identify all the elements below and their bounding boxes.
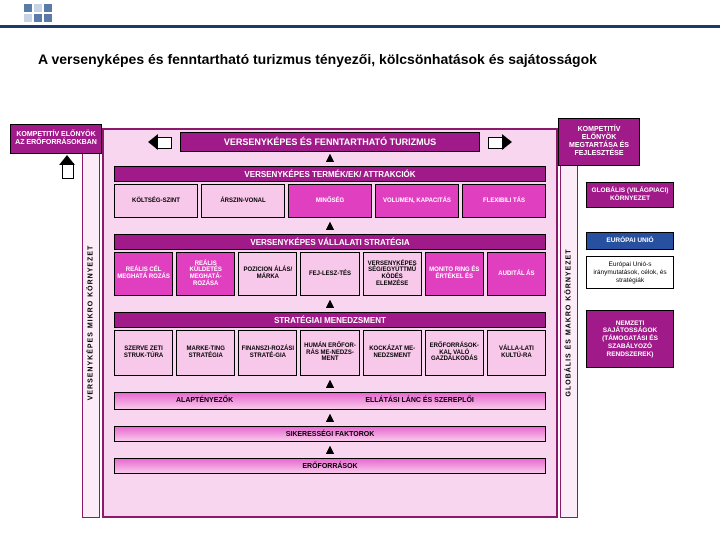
band-resources: ERŐFORRÁSOK — [114, 458, 546, 474]
cell: VOLUMEN, KAPACITÁS — [375, 184, 459, 218]
top-right-box: KOMPETITÍV ELŐNYÖK MEGTARTÁSA ÉS FEJLESZ… — [558, 118, 640, 166]
diagram: VERSENYKÉPES MIKRO KÖRNYEZET GLOBÁLIS ÉS… — [38, 128, 678, 518]
band-management: STRATÉGIAI MENEDZSMENT — [114, 312, 546, 328]
cell: FEJ-LESZ-TÉS — [300, 252, 359, 296]
cell: VERSENYKÉPES SÉG/EGYÜTTMŰ KÖDÉS ELEMZÉSE — [363, 252, 422, 296]
header-decoration — [24, 4, 52, 22]
cell: ÁRSZIN-VONAL — [201, 184, 285, 218]
cell: FINANSZI-ROZÁSI STRATÉ-GIA — [238, 330, 297, 376]
right-box-global: GLOBÁLIS (VILÁGPIACI) KÖRNYEZET — [586, 182, 674, 208]
cell: AUDITÁL ÁS — [487, 252, 546, 296]
slide-title: A versenyképes és fenntartható turizmus … — [38, 50, 608, 69]
right-box-eu: EURÓPAI UNIÓ — [586, 232, 674, 250]
cell: FLEXIBILI TÁS — [462, 184, 546, 218]
cell: REÁLIS KÜLDETÉS MEGHATÁ-ROZÁSA — [176, 252, 235, 296]
right-box-eu-detail: Európai Unió-s iránymutatások, célok, és… — [586, 256, 674, 289]
top-center-band: VERSENYKÉPES ÉS FENNTARTHATÓ TURIZMUS — [180, 132, 480, 152]
cell: REÁLIS CÉL MEGHATÁ ROZÁS — [114, 252, 173, 296]
band-success: SIKERESSÉGI FAKTOROK — [114, 426, 546, 442]
arrow-up-left — [59, 157, 75, 179]
cell: KOCKÁZAT ME-NEDZSMENT — [363, 330, 422, 376]
cell: HUMÁN ERŐFOR-RÁS ME-NEDZS-MENT — [300, 330, 359, 376]
band-factors: ALAPTÉNYEZŐK ELLÁTÁSI LÁNC ÉS SZEREPLŐI — [114, 392, 546, 410]
cell: ERŐFORRÁSOK-KAL VALÓ GAZDÁLKODÁS — [425, 330, 484, 376]
band-products: VERSENYKÉPES TERMÉK/EK/ ATTRAKCIÓK — [114, 166, 546, 182]
left-column-label: VERSENYKÉPES MIKRO KÖRNYEZET — [82, 128, 100, 518]
cell: VÁLLA-LATI KULTÚ-RA — [487, 330, 546, 376]
slide-header — [0, 0, 720, 28]
cell: MONITO RING ÉS ÉRTÉKEL ÉS — [425, 252, 484, 296]
band-factors-b: ELLÁTÁSI LÁNC ÉS SZEREPLŐI — [294, 393, 545, 409]
row-management: SZERVE ZETI STRUK-TÚRA MARKE-TING STRATÉ… — [114, 330, 546, 376]
row-products: KÖLTSÉG-SZINT ÁRSZIN-VONAL MINŐSÉG VOLUM… — [114, 184, 546, 218]
cell: MARKE-TING STRATÉGIA — [176, 330, 235, 376]
row-strategy: REÁLIS CÉL MEGHATÁ ROZÁS REÁLIS KÜLDETÉS… — [114, 252, 546, 296]
arrow-to-center-right — [488, 134, 510, 150]
top-left-box: KOMPETITÍV ELŐNYÖK AZ ERŐFORRÁSOKBAN — [10, 124, 102, 154]
band-factors-a: ALAPTÉNYEZŐK — [115, 393, 294, 409]
cell: MINŐSÉG — [288, 184, 372, 218]
cell: SZERVE ZETI STRUK-TÚRA — [114, 330, 173, 376]
band-strategy: VERSENYKÉPES VÁLLALATI STRATÉGIA — [114, 234, 546, 250]
arrow-to-center-left — [150, 134, 172, 150]
right-box-national: NEMZETI SAJÁTOSSÁGOK (TÁMOGATÁSI ÉS SZAB… — [586, 310, 674, 368]
right-column-label: GLOBÁLIS ÉS MAKRO KÖRNYEZET — [560, 128, 578, 518]
cell: KÖLTSÉG-SZINT — [114, 184, 198, 218]
cell: POZICION ÁLÁS/ MÁRKA — [238, 252, 297, 296]
